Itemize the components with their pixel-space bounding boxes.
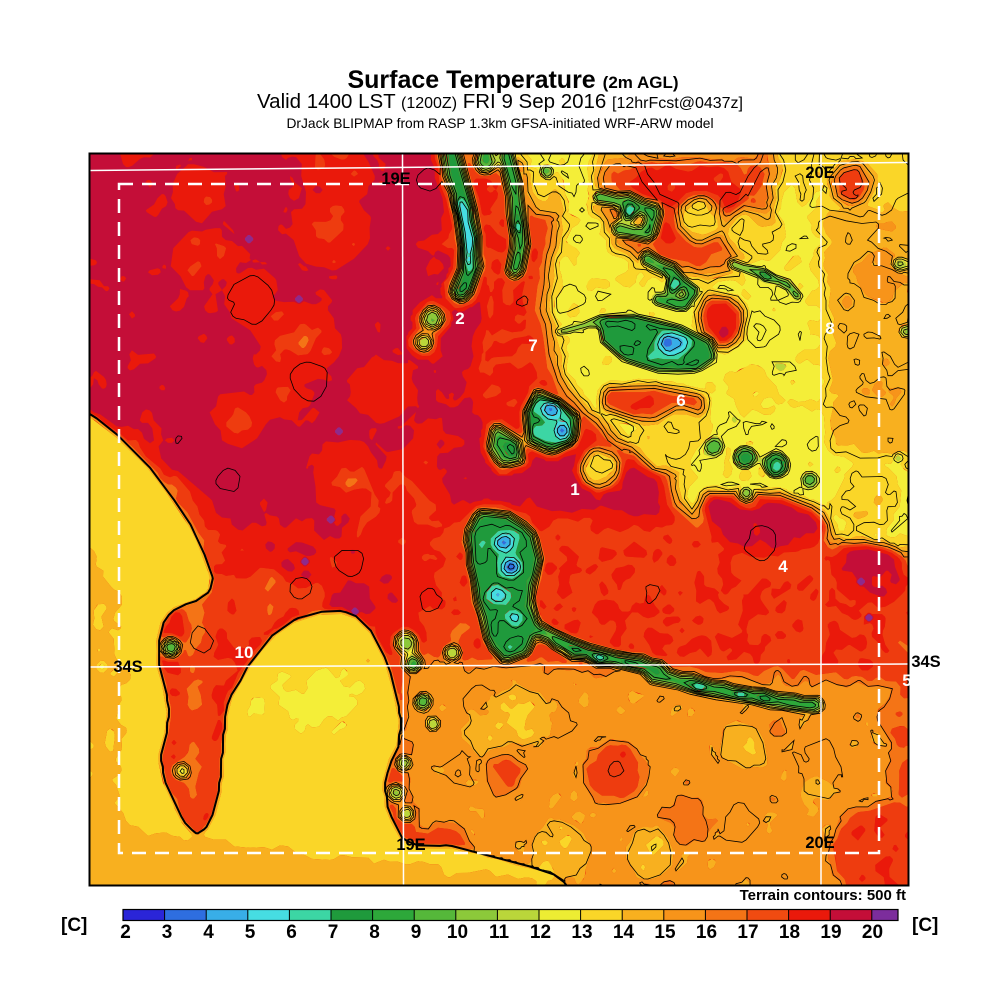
svg-text:8: 8 [369, 922, 380, 943]
svg-text:34S: 34S [911, 653, 940, 671]
svg-text:9: 9 [411, 922, 422, 943]
svg-text:2: 2 [455, 309, 464, 328]
svg-text:4: 4 [203, 922, 214, 943]
svg-text:7: 7 [328, 922, 339, 943]
svg-text:Terrain contours: 500 ft: Terrain contours: 500 ft [740, 887, 906, 904]
svg-text:19E: 19E [381, 170, 410, 188]
svg-text:34S: 34S [113, 658, 142, 676]
svg-text:2: 2 [120, 922, 131, 943]
svg-text:16: 16 [696, 922, 717, 943]
svg-text:17: 17 [737, 922, 758, 943]
svg-text:20: 20 [862, 922, 883, 943]
svg-text:15: 15 [654, 922, 676, 943]
svg-text:10: 10 [235, 643, 254, 662]
svg-text:1: 1 [570, 480, 579, 499]
svg-text:5: 5 [245, 922, 256, 943]
svg-text:4: 4 [778, 557, 788, 576]
svg-text:19: 19 [820, 922, 841, 943]
svg-text:[C]: [C] [912, 915, 938, 936]
svg-text:7: 7 [528, 336, 537, 355]
svg-text:19E: 19E [396, 836, 425, 854]
svg-text:3: 3 [162, 922, 173, 943]
svg-text:6: 6 [676, 391, 685, 410]
svg-text:18: 18 [779, 922, 800, 943]
svg-text:20E: 20E [805, 164, 834, 182]
svg-text:13: 13 [571, 922, 592, 943]
svg-text:20E: 20E [805, 834, 834, 852]
svg-text:8: 8 [825, 319, 834, 338]
svg-text:11: 11 [489, 922, 510, 943]
svg-text:[C]: [C] [61, 915, 87, 936]
svg-text:10: 10 [447, 922, 468, 943]
svg-text:12: 12 [530, 922, 551, 943]
svg-text:6: 6 [286, 922, 297, 943]
svg-text:5: 5 [902, 671, 911, 690]
svg-text:14: 14 [613, 922, 635, 943]
